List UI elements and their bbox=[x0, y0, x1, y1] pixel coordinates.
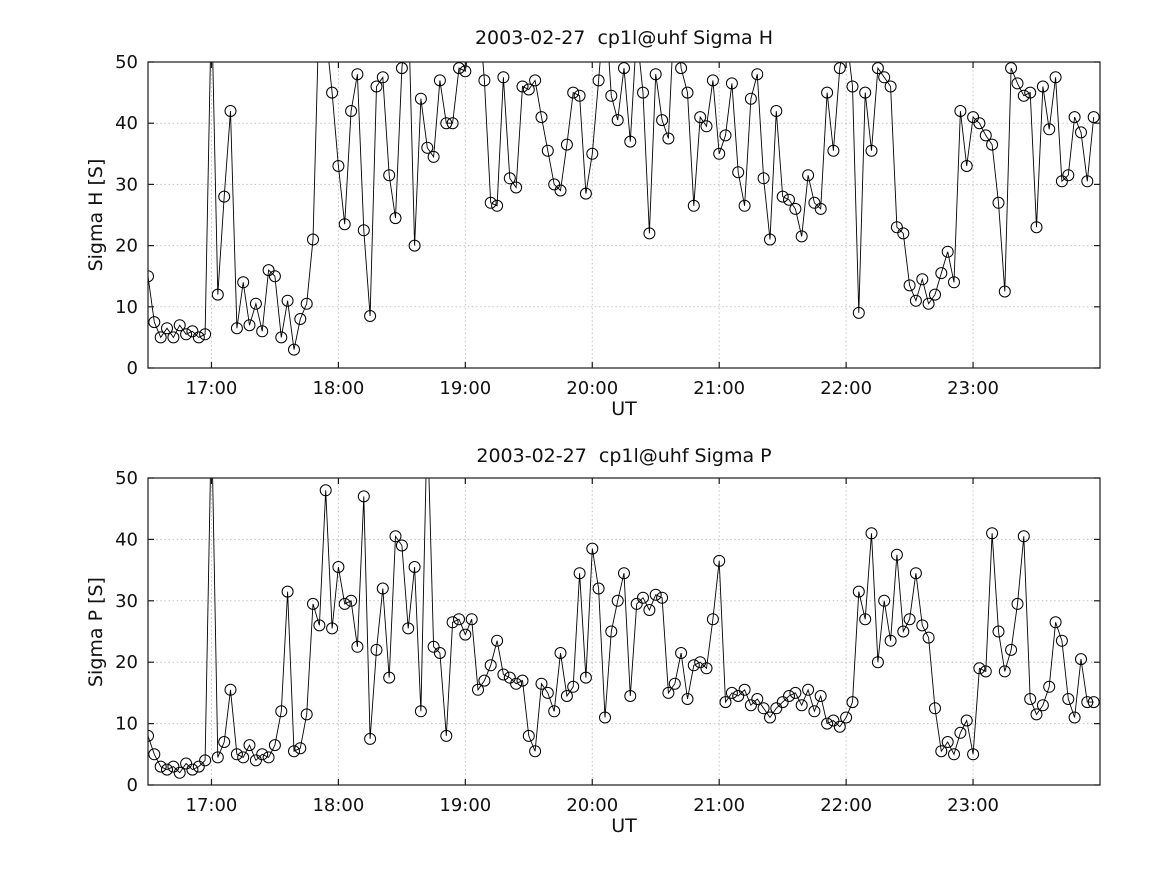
svg-text:0: 0 bbox=[127, 358, 138, 379]
svg-text:10: 10 bbox=[115, 297, 138, 318]
sigma-h-title: 2003-02-27 cp1l@uhf Sigma H bbox=[474, 27, 774, 49]
sigma-h-chart: 17:00 18:00 19:00 20:00 21:00 22:00 23:00 0 10 20… bbox=[0, 0, 1167, 437]
svg-text:17:00: 17:00 bbox=[186, 378, 238, 399]
svg-text:20: 20 bbox=[115, 652, 138, 673]
svg-text:30: 30 bbox=[115, 591, 138, 612]
sigma-p-chart: 17:00 18:00 19:00 20:00 21:00 22:00 23:00 0 10 20… bbox=[0, 437, 1167, 875]
sigma-h-plot: 17:00 18:00 19:00 20:00 21:00 22:00 23:00 0 10 20… bbox=[115, 52, 1101, 399]
sigma-h-xlabel: UT bbox=[611, 398, 637, 420]
svg-text:50: 50 bbox=[115, 468, 138, 489]
svg-text:22:00: 22:00 bbox=[820, 795, 872, 816]
svg-text:20:00: 20:00 bbox=[566, 378, 618, 399]
svg-text:40: 40 bbox=[115, 529, 138, 550]
svg-text:20:00: 20:00 bbox=[566, 795, 618, 816]
svg-text:23:00: 23:00 bbox=[947, 378, 999, 399]
sigma-p-xlabel: UT bbox=[611, 815, 637, 837]
svg-text:10: 10 bbox=[115, 714, 138, 735]
svg-text:19:00: 19:00 bbox=[439, 378, 491, 399]
svg-text:20: 20 bbox=[115, 236, 138, 257]
sigma-h-ylabel: Sigma H [S] bbox=[85, 158, 107, 272]
svg-text:22:00: 22:00 bbox=[820, 378, 872, 399]
svg-text:0: 0 bbox=[127, 775, 138, 796]
svg-text:18:00: 18:00 bbox=[312, 795, 364, 816]
svg-text:21:00: 21:00 bbox=[693, 378, 745, 399]
svg-text:18:00: 18:00 bbox=[312, 378, 364, 399]
svg-text:50: 50 bbox=[115, 52, 138, 73]
sigma-p-title: 2003-02-27 cp1l@uhf Sigma P bbox=[476, 445, 772, 467]
svg-text:17:00: 17:00 bbox=[186, 795, 238, 816]
svg-text:40: 40 bbox=[115, 113, 138, 134]
svg-text:30: 30 bbox=[115, 174, 138, 195]
sigma-p-ylabel: Sigma P [S] bbox=[85, 577, 107, 687]
sigma-p-plot: 17:00 18:00 19:00 20:00 21:00 22:00 23:00 0 10 20… bbox=[115, 468, 1101, 816]
svg-text:19:00: 19:00 bbox=[439, 795, 491, 816]
svg-text:21:00: 21:00 bbox=[693, 795, 745, 816]
svg-text:23:00: 23:00 bbox=[947, 795, 999, 816]
